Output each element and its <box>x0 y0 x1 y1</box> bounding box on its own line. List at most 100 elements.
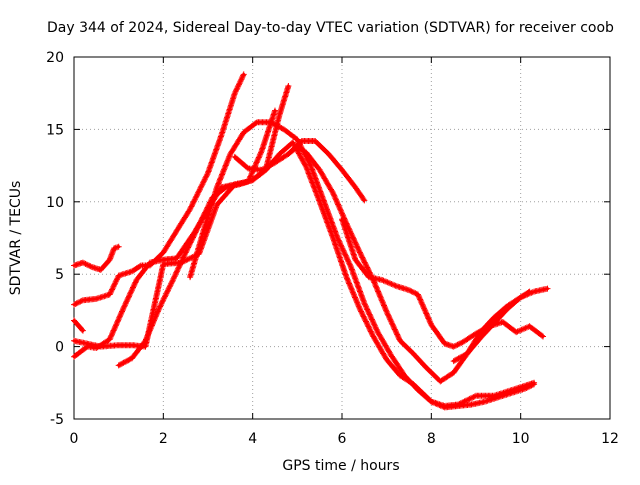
data-point <box>204 171 211 178</box>
data-point <box>338 209 345 216</box>
series-line <box>72 109 277 349</box>
data-point <box>71 301 77 308</box>
data-point <box>422 307 429 314</box>
data-point <box>522 325 529 332</box>
data-point <box>363 303 370 310</box>
data-point <box>79 259 86 266</box>
data-point <box>113 321 120 328</box>
data-point <box>370 319 377 325</box>
data-point <box>415 292 422 299</box>
data-point <box>529 381 536 388</box>
y-tick-label: -5 <box>50 412 64 428</box>
data-point <box>527 290 533 297</box>
y-axis-label: SDTVAR / TECUs <box>8 181 24 296</box>
data-point <box>344 276 351 283</box>
data-point <box>437 402 444 409</box>
data-point <box>544 285 551 292</box>
data-point <box>366 310 372 317</box>
data-point <box>237 77 244 84</box>
data-point <box>115 243 122 250</box>
data-point <box>389 281 396 288</box>
y-tick-label: 5 <box>55 267 64 283</box>
x-tick-label: 6 <box>338 431 347 447</box>
x-tick-label: 8 <box>427 431 436 447</box>
data-point <box>360 196 367 203</box>
data-point <box>466 395 473 402</box>
y-tick-label: 10 <box>46 195 64 211</box>
data-point <box>85 262 91 269</box>
data-point <box>420 304 427 311</box>
data-point <box>524 291 531 298</box>
data-point <box>285 82 292 89</box>
data-point <box>435 401 441 408</box>
data-point <box>386 315 393 322</box>
data-point <box>429 399 436 406</box>
data-point <box>79 327 86 334</box>
data-point <box>392 327 399 334</box>
data-point <box>254 158 261 165</box>
data-point <box>528 382 535 389</box>
data-point <box>522 385 529 392</box>
data-point <box>351 238 358 245</box>
x-axis-label: GPS time / hours <box>282 458 399 474</box>
data-point <box>465 396 472 403</box>
data-point <box>523 385 530 391</box>
data-point <box>531 381 538 388</box>
y-tick-label: 20 <box>46 50 64 66</box>
data-point <box>457 340 463 347</box>
data-point <box>436 402 443 409</box>
data-point <box>109 286 116 293</box>
data-point <box>517 327 524 334</box>
series-track-i <box>285 143 533 385</box>
data-point <box>391 282 398 289</box>
data-point <box>136 263 143 270</box>
data-point <box>152 314 159 321</box>
data-point <box>385 279 392 286</box>
data-point <box>519 293 525 300</box>
grid <box>74 57 610 419</box>
data-point <box>114 244 121 251</box>
data-point <box>425 315 432 322</box>
data-point <box>239 73 246 80</box>
series-track-e <box>71 107 278 350</box>
data-point <box>518 326 525 333</box>
data-point <box>255 154 262 161</box>
data-point <box>527 383 534 390</box>
data-point <box>348 286 355 293</box>
series-track-f <box>71 82 292 360</box>
data-point <box>517 294 524 301</box>
data-point <box>106 336 113 343</box>
data-point <box>347 283 354 289</box>
data-point <box>115 317 122 324</box>
x-tick-label: 2 <box>159 431 168 447</box>
series-track-a <box>71 243 122 273</box>
data-point <box>171 274 177 281</box>
data-point <box>86 262 93 269</box>
data-point <box>379 277 386 283</box>
data-point <box>180 253 187 260</box>
data-point <box>336 204 343 210</box>
data-point <box>379 299 386 306</box>
data-point <box>354 244 361 251</box>
x-tick-label: 4 <box>248 431 257 447</box>
data-point <box>123 299 129 306</box>
data-point <box>388 281 395 287</box>
data-point <box>451 343 458 349</box>
data-point <box>79 326 85 333</box>
data-point <box>523 292 529 299</box>
data-point <box>157 303 164 310</box>
data-point <box>76 299 83 306</box>
data-point <box>384 279 391 286</box>
data-point <box>538 332 545 339</box>
data-point <box>187 255 194 262</box>
data-point <box>81 260 88 267</box>
data-point <box>173 268 180 275</box>
x-tick-label: 0 <box>70 431 79 447</box>
data-point <box>513 329 520 336</box>
data-point <box>519 326 526 333</box>
data-point <box>529 289 536 296</box>
data-point <box>406 287 412 294</box>
x-tick-label: 10 <box>512 431 530 447</box>
